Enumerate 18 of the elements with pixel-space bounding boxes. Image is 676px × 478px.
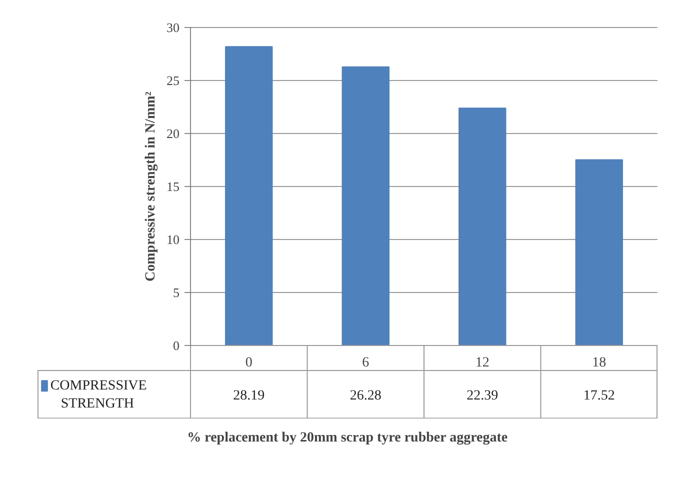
data-label: 26.28	[350, 388, 382, 404]
x-tick-label: 18	[592, 356, 606, 370]
data-label: 22.39	[466, 388, 498, 404]
x-tick-label: 6	[362, 356, 370, 370]
data-label: 17.52	[583, 388, 615, 404]
x-axis-title: % replacement by 20mm scrap tyre rubber aggregate	[187, 430, 508, 446]
y-tick-label: 0	[173, 338, 180, 353]
y-tick-label: 20	[166, 126, 180, 141]
y-tick-label: 5	[173, 285, 180, 300]
legend-label: COMPRESSIVE STRENGTH	[50, 378, 147, 412]
y-tick-label: 30	[166, 20, 180, 35]
data-label: 28.19	[233, 388, 265, 404]
x-tick-label: 12	[475, 356, 490, 370]
y-tick-label: 25	[166, 73, 180, 88]
y-tick-label: 10	[166, 232, 180, 247]
y-axis-title: Compressive strength in N/mm²	[144, 92, 158, 282]
x-tick-label: 0	[245, 356, 252, 370]
y-tick-label: 15	[166, 179, 180, 194]
